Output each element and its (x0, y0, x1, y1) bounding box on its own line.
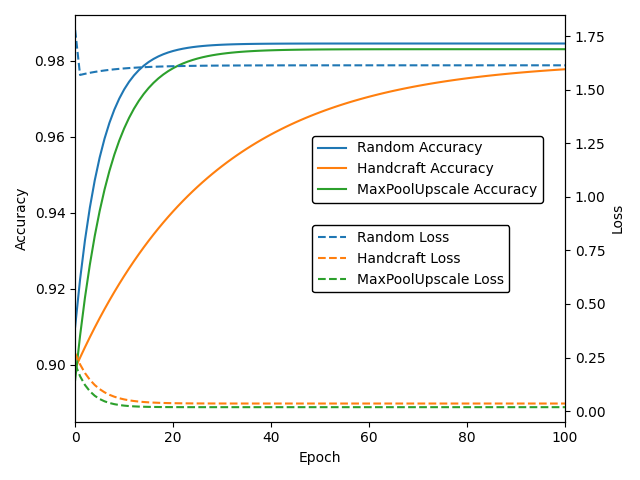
Handcraft Loss (438, 401, 446, 407)
MaxPoolUpscale Loss (194, 404, 202, 410)
MaxPoolUpscale Loss (71, 361, 79, 367)
Handcraft Loss (561, 401, 569, 407)
MaxPoolUpscale Accuracy (414, 47, 422, 52)
Line: Handcraft Loss: Handcraft Loss (75, 353, 565, 404)
Random Accuracy (561, 41, 569, 47)
Handcraft Loss (194, 400, 202, 406)
MaxPoolUpscale Loss (561, 404, 569, 410)
Handcraft Accuracy (106, 298, 113, 303)
MaxPoolUpscale Accuracy (438, 47, 446, 52)
Handcraft Accuracy (365, 94, 373, 100)
Random Accuracy (365, 41, 373, 47)
MaxPoolUpscale Loss (296, 404, 304, 410)
Y-axis label: Accuracy: Accuracy (15, 187, 29, 250)
MaxPoolUpscale Accuracy (106, 168, 113, 174)
Line: Random Accuracy: Random Accuracy (75, 44, 565, 327)
Random Accuracy (296, 41, 304, 47)
Random Loss (419, 62, 427, 68)
Handcraft Accuracy (71, 366, 79, 372)
Random Loss (76, 72, 84, 78)
Y-axis label: Loss: Loss (611, 203, 625, 233)
MaxPoolUpscale Accuracy (561, 47, 569, 52)
Line: MaxPoolUpscale Loss: MaxPoolUpscale Loss (75, 364, 565, 407)
MaxPoolUpscale Loss (438, 404, 446, 410)
MaxPoolUpscale Accuracy (71, 377, 79, 383)
Random Loss (561, 62, 569, 68)
MaxPoolUpscale Loss (414, 404, 422, 410)
Handcraft Loss (106, 392, 113, 397)
Line: Random Loss: Random Loss (75, 30, 565, 75)
Random Accuracy (71, 324, 79, 330)
Handcraft Accuracy (296, 117, 304, 123)
Random Loss (444, 62, 451, 68)
Line: Handcraft Accuracy: Handcraft Accuracy (75, 69, 565, 369)
X-axis label: Epoch: Epoch (299, 451, 341, 465)
Random Loss (71, 27, 79, 33)
Line: MaxPoolUpscale Accuracy: MaxPoolUpscale Accuracy (75, 49, 565, 380)
Handcraft Loss (296, 401, 304, 407)
Random Accuracy (106, 120, 113, 126)
Random Loss (301, 62, 309, 68)
Handcraft Accuracy (438, 79, 446, 84)
Random Accuracy (194, 44, 202, 49)
Handcraft Loss (414, 401, 422, 407)
Random Loss (111, 66, 118, 72)
MaxPoolUpscale Loss (106, 400, 113, 406)
Random Accuracy (438, 41, 446, 47)
MaxPoolUpscale Loss (365, 404, 373, 410)
Handcraft Accuracy (194, 184, 202, 190)
Legend: Random Loss, Handcraft Loss, MaxPoolUpscale Loss: Random Loss, Handcraft Loss, MaxPoolUpsc… (312, 225, 509, 292)
MaxPoolUpscale Accuracy (296, 47, 304, 52)
Random Loss (370, 62, 378, 68)
MaxPoolUpscale Accuracy (194, 56, 202, 61)
Handcraft Accuracy (561, 66, 569, 72)
Random Accuracy (414, 41, 422, 47)
Handcraft Accuracy (414, 83, 422, 89)
MaxPoolUpscale Accuracy (365, 47, 373, 52)
Random Loss (198, 63, 206, 69)
Handcraft Loss (71, 350, 79, 356)
Handcraft Loss (365, 401, 373, 407)
